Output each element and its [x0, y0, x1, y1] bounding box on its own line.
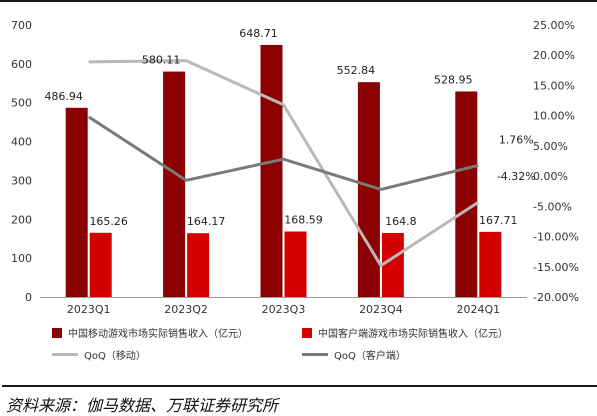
x-axis-tick-label: 2023Q1 [67, 303, 111, 316]
left-axis-tick-label: 0 [25, 291, 32, 304]
source-note: 资料来源：伽马数据、万联证券研究所 [6, 396, 279, 415]
bar [357, 82, 380, 297]
left-axis-tick-label: 700 [11, 19, 32, 32]
right-axis-tick-label: 10.00% [533, 110, 575, 123]
bar [260, 44, 283, 298]
chart-legend: 中国移动游戏市场实际销售收入（亿元） 中国客户端游戏市场实际销售收入（亿元） Q… [52, 325, 572, 369]
right-axis-tick-label: -5.00% [533, 200, 572, 213]
x-axis-tick-label: 2023Q4 [359, 303, 403, 316]
left-axis-tick-label: 400 [11, 136, 32, 149]
chart-svg: 0 100 200 300 400 500 600 700 -20.00% -15.00% -10.… [11, 19, 579, 316]
bar [479, 231, 502, 297]
left-axis-tick-label: 500 [11, 97, 32, 110]
legend-swatch [52, 327, 62, 338]
right-axis-tick-label: 25.00% [533, 19, 575, 32]
right-axis-tick-label: 20.00% [533, 49, 575, 62]
bar [187, 233, 210, 297]
bar-data-label: 552.84 [337, 64, 376, 77]
legend-item-client-qoq: QoQ（客户端） [302, 347, 406, 362]
bar-data-label: 168.59 [284, 213, 323, 226]
bar [381, 232, 404, 297]
left-axis-tick-label: 100 [11, 252, 32, 265]
bar-data-label: 580.11 [142, 54, 181, 67]
bar-data-label: 486.94 [44, 90, 83, 103]
bar-data-label: 165.26 [89, 215, 128, 228]
bar-data-label: 167.71 [479, 214, 518, 227]
x-axis-tick-label: 2023Q2 [164, 303, 208, 316]
right-axis-tick-label: -10.00% [533, 231, 579, 244]
series-line [88, 59, 480, 268]
left-axis-tick-label: 600 [11, 58, 32, 71]
right-axis-tick-label: -20.00% [533, 291, 579, 304]
right-axis-tick-label: 5.00% [533, 140, 568, 153]
legend-label: 中国移动游戏市场实际销售收入（亿元） [68, 329, 248, 340]
bar-data-label: 164.17 [187, 215, 226, 228]
legend-item-mobile-qoq: QoQ（移动） [52, 347, 146, 362]
legend-swatch [302, 327, 312, 338]
bar [163, 71, 186, 297]
bottom-rule [2, 385, 597, 387]
legend-label: 中国客户端游戏市场实际销售收入（亿元） [318, 329, 508, 340]
line-data-label: 1.76% [499, 133, 534, 146]
right-axis-tick-label: 0.00% [533, 170, 568, 183]
right-axis-tick-label: 15.00% [533, 79, 575, 92]
right-axis-tick-label: -15.00% [533, 261, 579, 274]
legend-item-client-revenue: 中国客户端游戏市场实际销售收入（亿元） [302, 325, 508, 340]
bar-data-label: 648.71 [239, 27, 278, 40]
bar-data-label: 528.95 [434, 73, 473, 86]
line-data-label: -4.32% [497, 170, 536, 183]
left-axis-tick-label: 300 [11, 174, 32, 187]
bar [455, 91, 478, 297]
legend-item-mobile-revenue: 中国移动游戏市场实际销售收入（亿元） [52, 325, 248, 340]
legend-label: QoQ（客户端） [334, 351, 406, 362]
bar [65, 107, 88, 297]
bar-data-label: 164.8 [385, 215, 417, 228]
bar [284, 231, 307, 297]
legend-swatch [52, 353, 78, 356]
top-rule [0, 0, 597, 2]
x-axis-tick-label: 2024Q1 [456, 303, 500, 316]
series-line [87, 115, 479, 191]
left-axis-tick-label: 200 [11, 213, 32, 226]
x-axis-tick-label: 2023Q3 [262, 303, 306, 316]
legend-label: QoQ（移动） [84, 351, 146, 362]
bar [89, 232, 112, 297]
legend-swatch [302, 353, 328, 356]
